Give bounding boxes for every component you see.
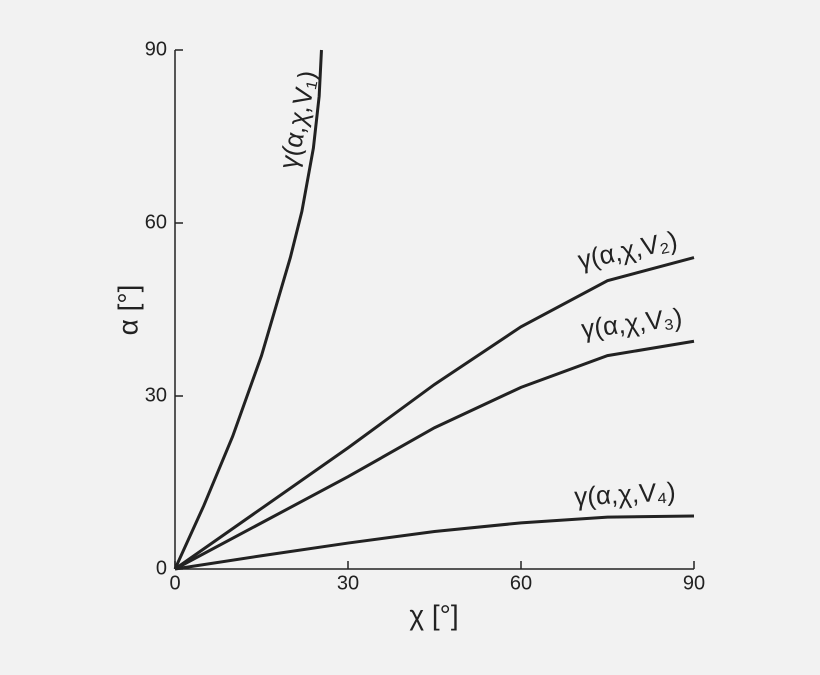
curve-label: γ(α,χ,V₄) bbox=[573, 476, 676, 511]
line bbox=[174, 514, 695, 571]
line bbox=[174, 256, 695, 571]
y-axis-label: α [°] bbox=[112, 285, 143, 336]
x-tick-label: 90 bbox=[683, 572, 705, 594]
line bbox=[173, 49, 323, 570]
x-tick-label: 30 bbox=[337, 572, 359, 594]
x-tick-label: 0 bbox=[169, 572, 180, 594]
y-tick-label: 0 bbox=[156, 557, 167, 579]
x-tick-label: 60 bbox=[510, 572, 532, 594]
curve-label: γ(α,χ,V₃) bbox=[580, 302, 684, 344]
y-tick-label: 90 bbox=[145, 38, 167, 60]
curve-label: γ(α,χ,V₂) bbox=[575, 225, 680, 275]
line bbox=[174, 339, 695, 571]
y-tick-label: 60 bbox=[145, 211, 167, 233]
y-tick-label: 30 bbox=[145, 384, 167, 406]
x-axis-label: χ [°] bbox=[409, 599, 458, 630]
